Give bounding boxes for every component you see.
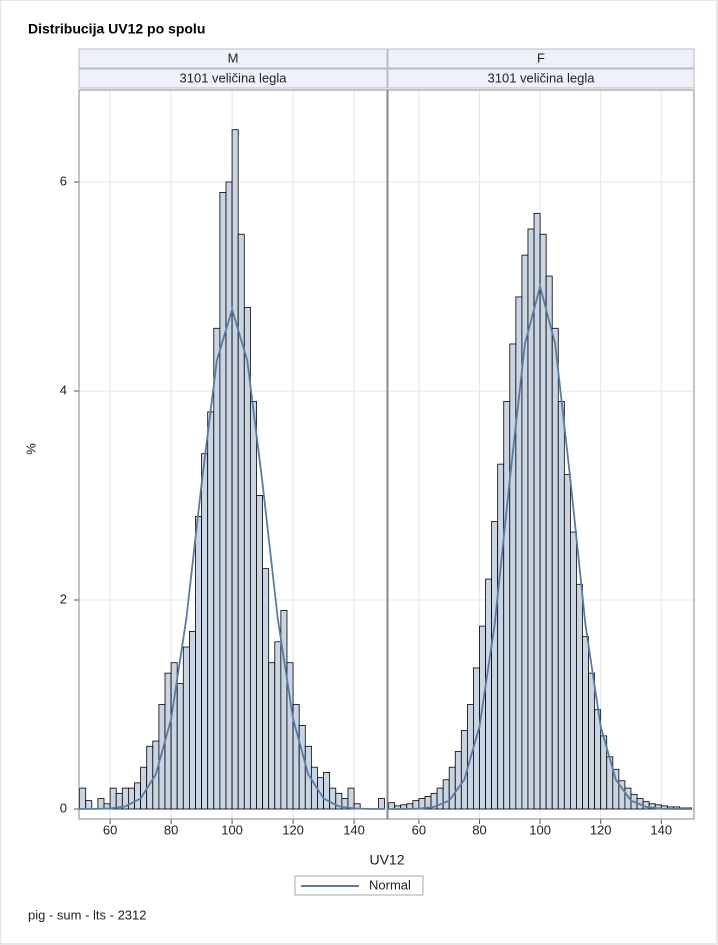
- normal-curve: [79, 306, 385, 810]
- y-tick-label: 4: [60, 382, 67, 397]
- bar: [262, 568, 270, 810]
- bar: [539, 233, 547, 810]
- bar: [219, 192, 227, 810]
- normal-curve: [388, 282, 692, 810]
- panel-header: [387, 48, 695, 69]
- bar: [551, 327, 559, 810]
- bar: [323, 772, 331, 810]
- bar: [134, 782, 142, 810]
- x-tick-label: 140: [650, 822, 672, 837]
- bar: [347, 787, 355, 810]
- bar: [237, 233, 245, 810]
- bar: [545, 275, 553, 810]
- bar: [388, 802, 396, 810]
- bar: [588, 672, 596, 810]
- bar: [378, 798, 385, 810]
- footnote: pig - sum - lts - 2312: [28, 907, 147, 922]
- y-tick-label: 0: [60, 800, 67, 815]
- panel-subheader-label: 3101 veličina legla: [180, 70, 288, 85]
- bar: [485, 578, 493, 810]
- panel-subheader: [78, 68, 388, 89]
- bar: [442, 779, 450, 810]
- plot-frame: [387, 89, 695, 820]
- y-axis-label: %: [23, 443, 38, 455]
- bar: [140, 766, 148, 810]
- bar: [128, 787, 135, 810]
- bar: [188, 630, 196, 810]
- bar: [576, 583, 583, 810]
- bar: [557, 401, 565, 810]
- x-tick-label: 100: [529, 822, 551, 837]
- x-tick-label: 120: [590, 822, 612, 837]
- bar: [497, 463, 505, 810]
- bar: [182, 646, 190, 810]
- bar: [569, 531, 577, 810]
- bar: [448, 766, 456, 810]
- panel-header: [78, 48, 388, 69]
- bar: [249, 401, 257, 810]
- panel-subheader: [387, 68, 695, 89]
- bar: [201, 453, 209, 810]
- bar: [298, 724, 306, 810]
- panel-header-label: M: [228, 50, 239, 65]
- bar: [454, 751, 462, 810]
- x-tick-label: 140: [343, 822, 365, 837]
- chart-title: Distribucija UV12 po spolu: [28, 21, 205, 37]
- bar: [97, 798, 105, 810]
- x-tick-label: 60: [412, 822, 426, 837]
- legend-label: Normal: [369, 877, 411, 892]
- bar: [146, 745, 154, 810]
- bar: [563, 474, 571, 810]
- x-tick-label: 80: [164, 822, 178, 837]
- bar: [79, 787, 87, 810]
- bar: [509, 343, 517, 810]
- bar: [256, 495, 263, 810]
- bar: [195, 515, 202, 810]
- x-tick-label: 80: [472, 822, 486, 837]
- bar: [207, 411, 215, 810]
- x-tick-label: 120: [282, 822, 304, 837]
- bar: [213, 327, 221, 810]
- plot-frame: [78, 89, 388, 820]
- bar: [176, 683, 184, 810]
- x-tick-label: 100: [221, 822, 243, 837]
- y-tick-label: 2: [60, 591, 67, 606]
- bar: [503, 401, 511, 810]
- bar: [412, 800, 420, 810]
- bar: [231, 129, 239, 810]
- panel-header-label: F: [537, 50, 545, 65]
- panel-subheader-label: 3101 veličina legla: [488, 70, 596, 85]
- bar: [274, 641, 282, 810]
- bar: [582, 636, 589, 810]
- x-tick-label: 60: [103, 822, 117, 837]
- bar: [85, 800, 93, 810]
- y-tick-label: 6: [60, 173, 67, 188]
- bar: [225, 181, 233, 810]
- x-axis-label: UV12: [369, 852, 404, 868]
- bar: [329, 787, 337, 810]
- bar: [268, 662, 276, 810]
- bar: [491, 521, 499, 810]
- bar: [109, 787, 117, 810]
